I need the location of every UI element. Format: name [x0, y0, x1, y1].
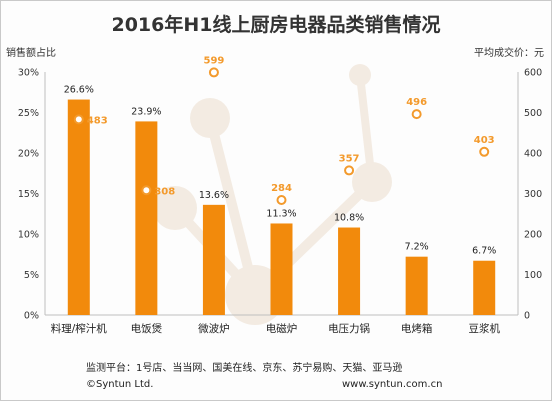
left-tick-label: 5% [24, 270, 39, 281]
price-marker [411, 109, 422, 120]
price-value-label: 284 [271, 183, 292, 194]
data-labels: 26.6% 料理/榨汁机 23.9% 电饭煲 13.6% 微波炉 11.3% 电磁炉 10.8%… [51, 55, 501, 335]
bar [202, 204, 225, 315]
right-tick-label: 0 [524, 311, 530, 322]
price-value-label: 496 [406, 97, 427, 108]
bar [135, 121, 158, 315]
copyright: ©Syntun Ltd. [86, 379, 154, 390]
bar-value-label: 26.6% [64, 85, 94, 96]
left-tick-label: 15% [18, 189, 39, 200]
right-tick-label: 200 [524, 230, 542, 241]
website: www.syntun.com.cn [342, 379, 443, 390]
right-tick-label: 500 [524, 108, 542, 119]
right-tick-label: 100 [524, 270, 542, 281]
right-axis-title: 平均成交价：元 [474, 48, 544, 59]
price-marker [73, 114, 84, 125]
chart-title: 2016年H1线上厨房电器品类销售情况 [111, 14, 441, 36]
bar [270, 223, 293, 315]
bar-value-label: 13.6% [199, 190, 229, 201]
price-value-label: 403 [474, 135, 495, 146]
price-value-label: 357 [339, 153, 360, 164]
left-tick-label: 0% [24, 311, 39, 322]
category-label: 电压力锅 [328, 322, 370, 335]
bar-series [67, 99, 496, 315]
price-marker [276, 194, 287, 205]
right-tick-label: 300 [524, 189, 542, 200]
category-label: 电烤箱 [401, 322, 433, 335]
price-marker [344, 165, 355, 176]
bar [473, 260, 496, 315]
right-tick-label: 600 [524, 68, 542, 79]
category-label: 电磁炉 [266, 322, 298, 335]
price-value-label: 599 [203, 55, 224, 66]
bar-value-label: 6.7% [472, 246, 496, 257]
bar-value-label: 11.3% [266, 208, 296, 219]
platforms-note: 监测平台：1号店、当当网、国美在线、京东、苏宁易购、天猫、亚马逊 [86, 363, 403, 374]
category-label: 料理/榨汁机 [51, 322, 108, 335]
bar-value-label: 7.2% [405, 242, 429, 253]
price-value-label: 483 [87, 115, 108, 126]
bar-value-label: 10.8% [334, 213, 364, 224]
category-label: 电饭煲 [131, 322, 163, 335]
price-series [73, 67, 490, 205]
price-marker [479, 146, 490, 157]
price-marker [208, 67, 219, 78]
left-tick-label: 20% [18, 149, 39, 160]
category-label: 豆浆机 [468, 322, 500, 335]
left-tick-label: 10% [18, 230, 39, 241]
bar [405, 256, 428, 315]
left-tick-label: 25% [18, 108, 39, 119]
price-value-label: 308 [154, 186, 175, 197]
bar [67, 99, 90, 315]
watermark-logo [153, 64, 392, 325]
bar-value-label: 23.9% [131, 106, 161, 117]
price-marker [141, 185, 152, 196]
left-tick-label: 30% [18, 68, 39, 79]
bar [338, 227, 361, 315]
right-tick-label: 400 [524, 149, 542, 160]
category-label: 微波炉 [198, 322, 230, 335]
left-axis-title: 销售额占比 [6, 48, 56, 59]
